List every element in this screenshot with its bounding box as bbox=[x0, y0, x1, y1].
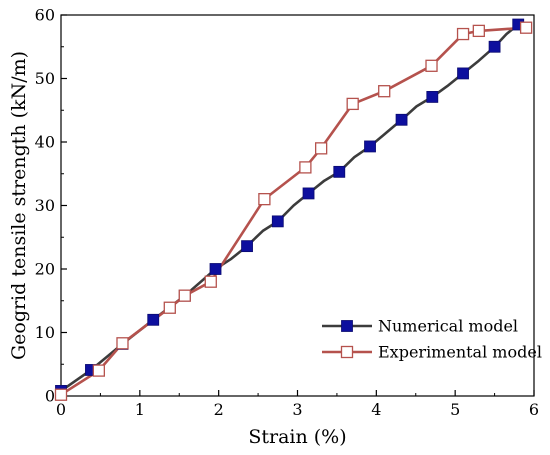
y-tick-label-6: 60 bbox=[35, 6, 55, 25]
numerical-point bbox=[147, 313, 160, 326]
experimental-point bbox=[178, 289, 191, 302]
experimental-point bbox=[472, 24, 485, 38]
series-line-experimental bbox=[60, 26, 527, 396]
legend-marker-experimental bbox=[340, 345, 354, 359]
experimental-point bbox=[258, 192, 271, 206]
x-tick-label-0: 0 bbox=[56, 400, 66, 419]
series-line-numerical bbox=[60, 23, 520, 392]
numerical-point bbox=[241, 240, 253, 253]
experimental-point bbox=[314, 142, 328, 155]
experimental-point bbox=[116, 337, 129, 350]
x-tick-label-4: 4 bbox=[371, 400, 381, 419]
x-tick-label-2: 2 bbox=[214, 400, 224, 419]
y-tick-label-2: 20 bbox=[35, 260, 55, 279]
x-axis-title: Strain (%) bbox=[248, 426, 346, 448]
series-layer bbox=[54, 18, 533, 401]
legend-label-numerical: Numerical model bbox=[378, 317, 518, 336]
numerical-point bbox=[488, 40, 501, 53]
legend: Numerical model Experimental model bbox=[322, 317, 542, 362]
y-tick-label-4: 40 bbox=[35, 133, 55, 152]
numerical-point bbox=[302, 187, 315, 200]
numerical-point bbox=[364, 140, 376, 153]
experimental-point bbox=[425, 59, 438, 72]
y-tick-label-0: 0 bbox=[45, 387, 55, 406]
x-tick-label-3: 3 bbox=[292, 400, 302, 419]
experimental-point bbox=[54, 388, 68, 401]
experimental-point bbox=[163, 301, 176, 314]
numerical-point bbox=[271, 215, 284, 228]
experimental-point bbox=[204, 275, 217, 288]
experimental-point bbox=[519, 21, 533, 34]
numerical-point bbox=[209, 263, 222, 275]
experimental-point bbox=[456, 27, 470, 41]
y-axis-title: Geogrid tensile strength (kN/m) bbox=[8, 51, 30, 360]
numerical-point bbox=[333, 165, 346, 178]
y-tick-label-5: 50 bbox=[35, 69, 55, 88]
legend-marker-numerical bbox=[341, 320, 353, 332]
y-tick-label-3: 30 bbox=[35, 196, 55, 215]
experimental-point bbox=[378, 85, 391, 98]
experimental-point bbox=[299, 161, 312, 174]
x-tick-label-6: 6 bbox=[529, 400, 539, 419]
experimental-point bbox=[346, 97, 359, 111]
experimental-point bbox=[92, 364, 105, 377]
legend-label-experimental: Experimental model bbox=[378, 343, 542, 362]
x-tick-label-1: 1 bbox=[135, 400, 145, 419]
numerical-point bbox=[426, 91, 439, 103]
numerical-point bbox=[395, 113, 408, 126]
x-tick-label-5: 5 bbox=[450, 400, 460, 419]
numerical-point bbox=[457, 67, 469, 80]
y-tick-label-1: 10 bbox=[35, 323, 55, 342]
